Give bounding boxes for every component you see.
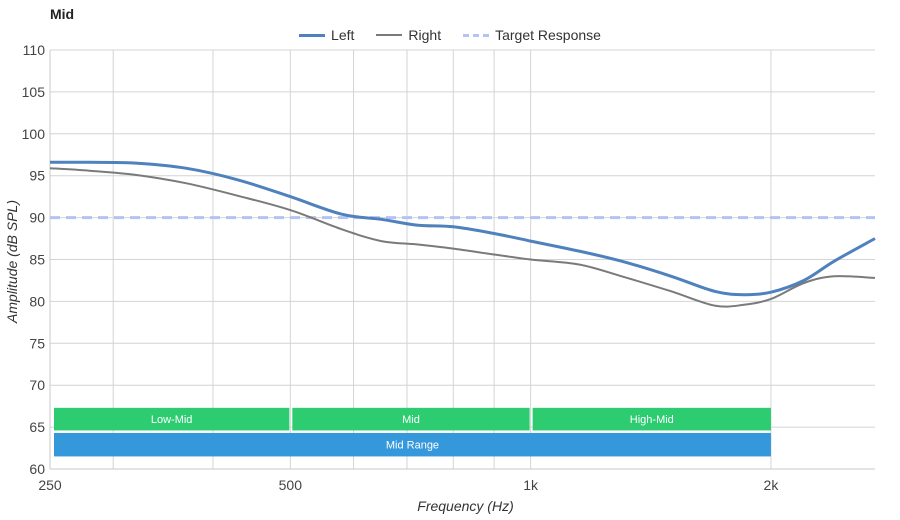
legend-label-target: Target Response: [495, 27, 601, 43]
band-mid: [292, 407, 530, 431]
band-mid-range: [54, 432, 771, 457]
y-tick-label: 100: [22, 126, 46, 142]
band-label: Mid: [402, 414, 420, 426]
legend-swatch-left: [299, 33, 326, 37]
legend-swatch-right: [376, 34, 403, 36]
y-tick-label: 70: [29, 377, 45, 393]
legend-item-right[interactable]: Right: [376, 27, 441, 43]
x-tick-label: 2k: [764, 477, 780, 493]
x-tick-label: 250: [38, 477, 62, 493]
x-tick-label: 500: [279, 477, 303, 493]
legend-label-right: Right: [408, 27, 442, 43]
x-tick-label: 1k: [523, 477, 539, 493]
band-low-mid: [54, 407, 290, 431]
legend-item-target[interactable]: Target Response: [463, 27, 601, 43]
y-tick-label: 95: [29, 168, 45, 184]
chart-title: Mid: [50, 6, 75, 22]
y-tick-label: 110: [23, 42, 46, 58]
band-label: Mid Range: [386, 440, 439, 452]
legend-item-left[interactable]: Left: [299, 27, 354, 43]
y-tick-label: 65: [29, 419, 45, 435]
y-tick-label: 80: [29, 293, 45, 309]
y-tick-label: 85: [29, 252, 45, 268]
y-tick-label: 60: [29, 461, 45, 477]
series-right: [49, 167, 876, 308]
series-left: [49, 160, 876, 297]
x-axis-label: Frequency (Hz): [417, 498, 513, 514]
band-label: Low-Mid: [151, 414, 193, 426]
y-axis-label: Amplitude (dB SPL): [4, 200, 20, 324]
legend-label-left: Left: [331, 27, 355, 43]
y-tick-label: 105: [22, 84, 46, 100]
band-label: High-Mid: [630, 414, 674, 426]
y-tick-label: 75: [29, 335, 45, 351]
y-tick-label: 90: [29, 210, 45, 226]
band-high-mid: [532, 407, 771, 431]
chart-legend: Left Right Target Response: [0, 27, 900, 43]
legend-swatch-target: [463, 33, 490, 37]
